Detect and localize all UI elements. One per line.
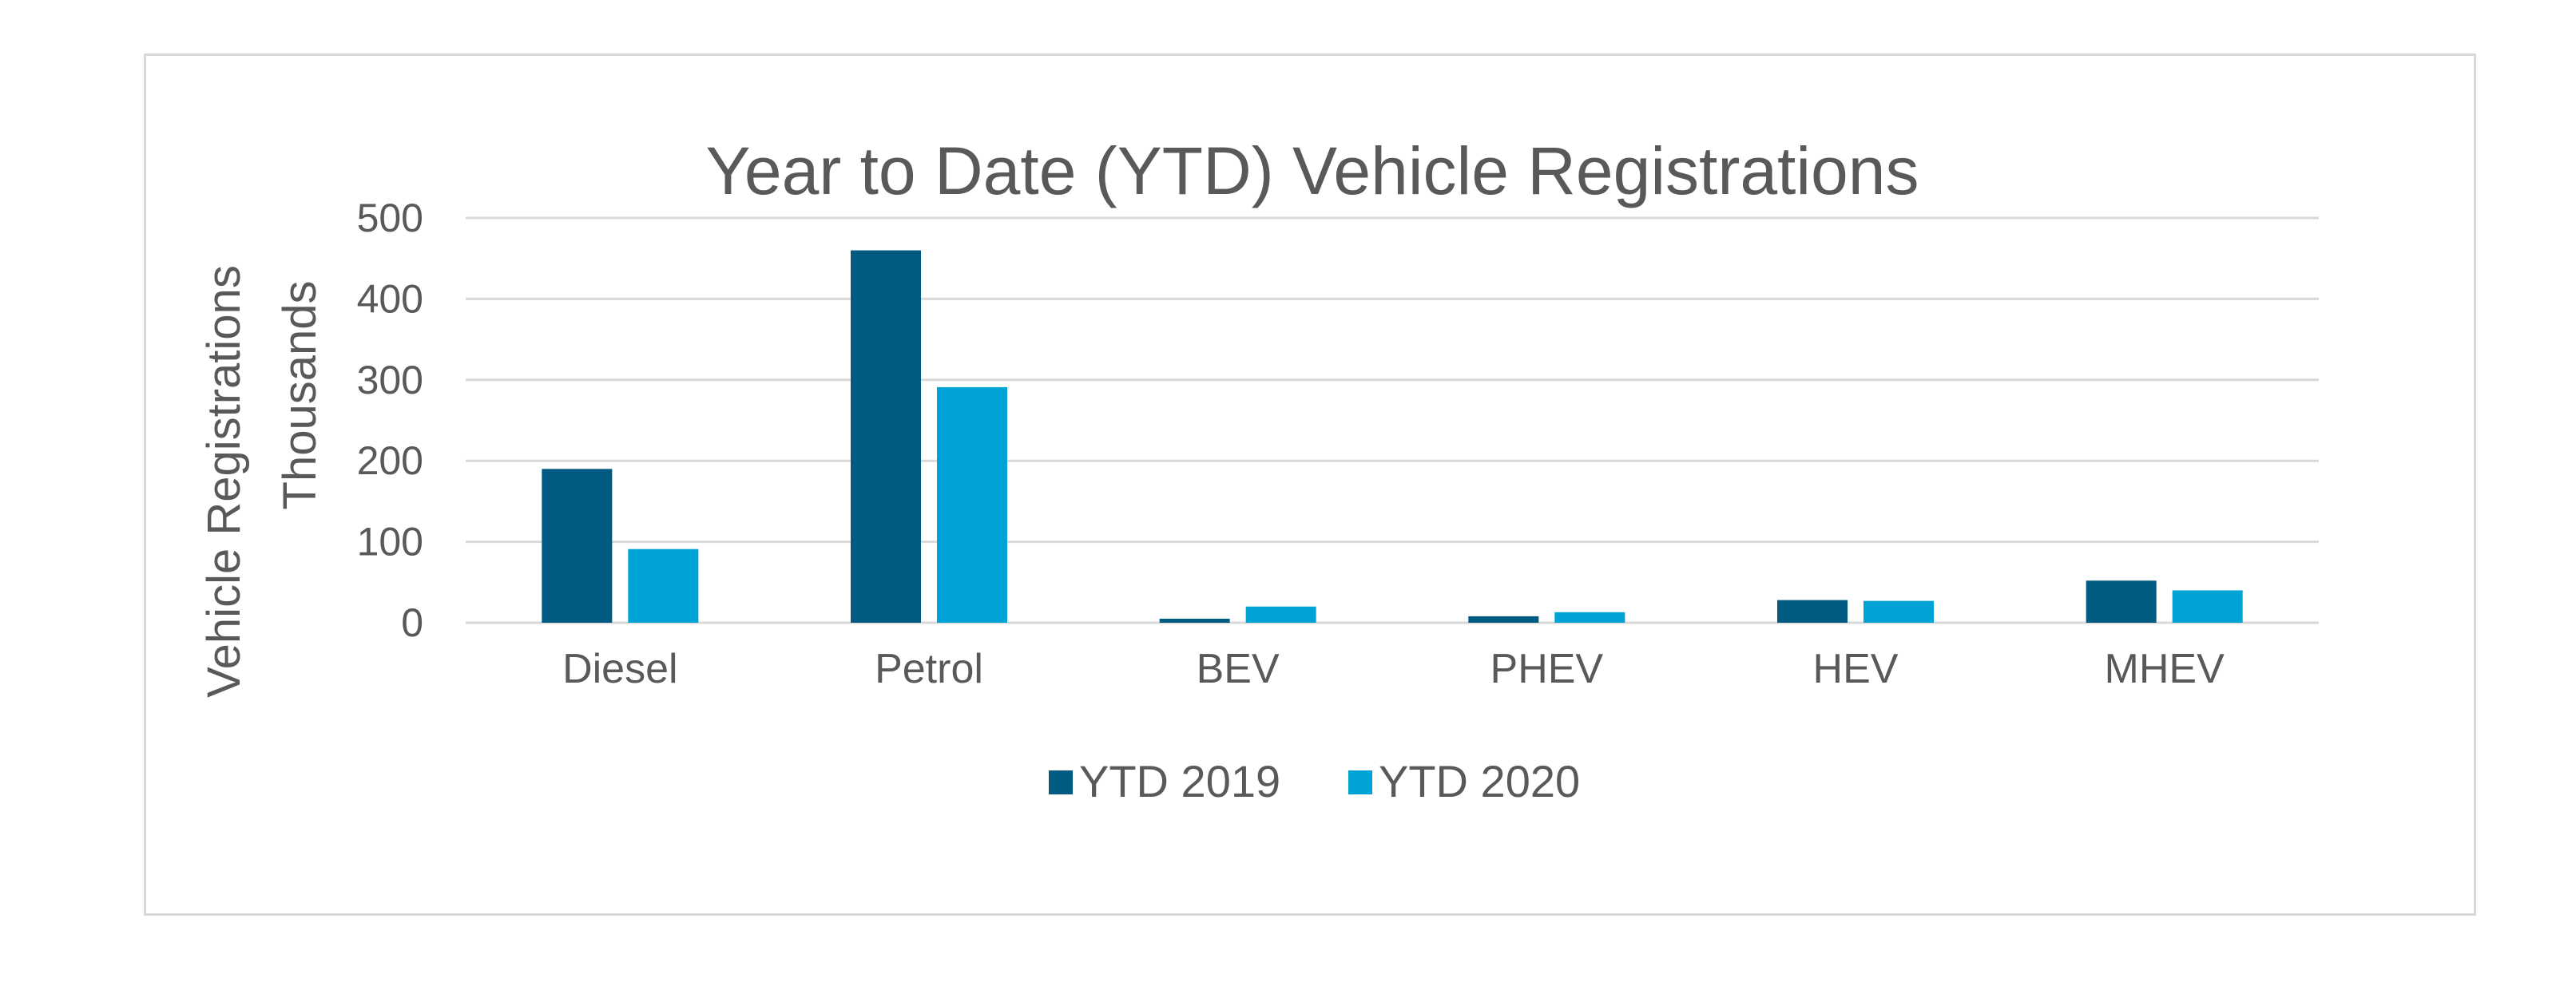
y-tick-label: 400 xyxy=(357,276,423,321)
y-axis-unit-label: Thousands xyxy=(274,281,326,510)
bar-mhev-series-2 xyxy=(2172,590,2243,623)
legend-label-series-1: YTD 2019 xyxy=(1079,756,1280,806)
bars xyxy=(542,250,2243,623)
bar-petrol-series-1 xyxy=(851,250,921,623)
y-axis-title: Vehicle Registrations xyxy=(198,265,250,698)
bar-hev-series-1 xyxy=(1777,600,1848,623)
bar-phev-series-2 xyxy=(1554,612,1625,623)
legend-swatch-series-2 xyxy=(1348,770,1372,794)
bar-diesel-series-1 xyxy=(542,469,613,623)
bar-bev-series-2 xyxy=(1245,606,1316,623)
gridlines xyxy=(466,216,2319,624)
x-axis-categories: Diesel Petrol BEV PHEV HEV MHEV xyxy=(562,646,2225,692)
x-category-label: Diesel xyxy=(562,646,678,692)
bar-phev-series-1 xyxy=(1468,616,1539,623)
legend-swatch-series-1 xyxy=(1049,770,1073,794)
chart-title: Year to Date (YTD) Vehicle Registrations xyxy=(706,133,1919,208)
y-tick-label: 500 xyxy=(357,196,423,240)
bar-mhev-series-1 xyxy=(2086,580,2157,623)
y-tick-label: 100 xyxy=(357,520,423,564)
y-tick-label: 300 xyxy=(357,358,423,402)
x-category-label: Petrol xyxy=(875,646,983,692)
y-tick-label: 0 xyxy=(401,600,423,645)
bar-bev-series-1 xyxy=(1159,618,1230,623)
y-axis-ticks: 0 100 200 300 400 500 xyxy=(357,196,423,645)
x-category-label: BEV xyxy=(1197,646,1280,692)
x-category-label: MHEV xyxy=(2105,646,2225,692)
x-category-label: HEV xyxy=(1813,646,1899,692)
bar-diesel-series-2 xyxy=(628,548,699,623)
bar-chart: Year to Date (YTD) Vehicle Registrations… xyxy=(198,133,2319,806)
chart-frame: Year to Date (YTD) Vehicle Registrations… xyxy=(144,53,2476,916)
y-tick-label: 200 xyxy=(357,438,423,483)
bar-petrol-series-2 xyxy=(937,386,1007,623)
bar-hev-series-2 xyxy=(1864,600,1934,623)
x-category-label: PHEV xyxy=(1490,646,1604,692)
legend-label-series-2: YTD 2020 xyxy=(1379,756,1580,806)
legend: YTD 2019 YTD 2020 xyxy=(1049,756,1580,806)
